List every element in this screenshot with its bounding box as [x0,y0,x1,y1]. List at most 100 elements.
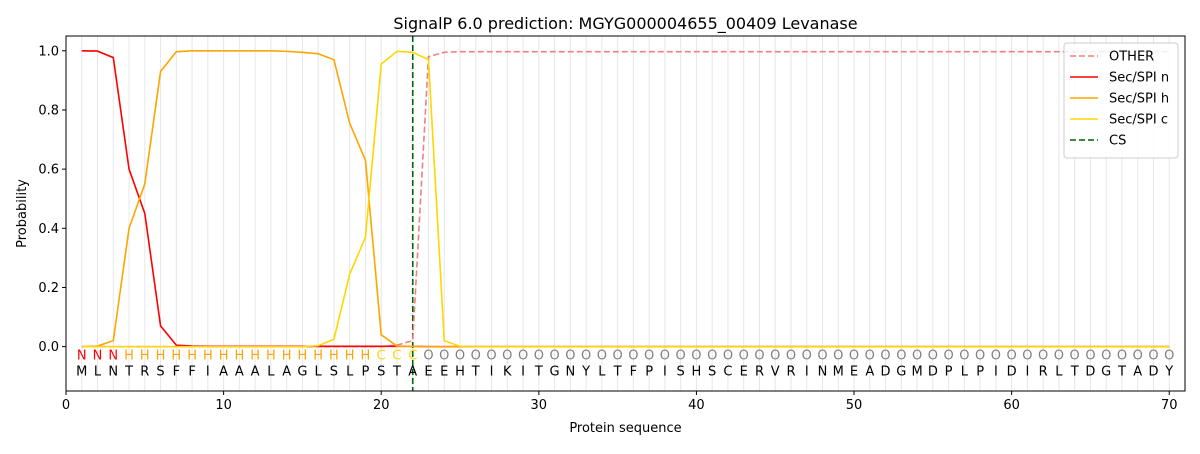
residue-label-63: L [1055,365,1063,380]
residue-label-57: L [961,365,969,380]
residue-label-65: D [1085,365,1095,380]
region-label-54: O [912,348,922,363]
region-label-6: H [156,348,166,363]
residue-label-2: L [94,365,102,380]
residue-label-55: D [928,365,938,380]
y-axis-label: Probability [15,179,30,248]
region-label-21: C [392,348,401,363]
residue-label-64: T [1070,365,1079,380]
region-label-19: H [361,348,371,363]
y-tick-label-0: 0.0 [38,340,59,355]
region-label-14: H [282,348,292,363]
residue-label-44: R [755,365,764,380]
x-tick-label-0: 0 [62,398,70,413]
residue-label-5: R [140,365,149,380]
region-label-62: O [1038,348,1048,363]
legend-label-other: OTHER [1109,50,1154,65]
region-label-15: H [298,348,308,363]
region-label-32: O [565,348,575,363]
region-label-39: O [676,348,686,363]
region-label-24: O [439,348,449,363]
grid-lines [81,36,1170,391]
legend-box [1063,42,1179,159]
region-label-60: O [1007,348,1017,363]
residue-label-52: D [881,365,891,380]
residue-label-43: E [740,365,748,380]
region-label-52: O [880,348,890,363]
residue-label-35: T [613,365,622,380]
region-label-45: O [770,348,780,363]
legend: OTHER Sec/SPI n Sec/SPI h Sec/SPI c CS [1063,42,1179,159]
region-label-13: H [266,348,276,363]
residue-label-9: I [206,365,210,380]
residue-label-41: S [708,365,716,380]
region-label-63: O [1054,348,1064,363]
region-label-55: O [928,348,938,363]
residue-label-18: L [346,365,354,380]
region-label-22: C [408,348,417,363]
region-label-40: O [691,348,701,363]
residue-label-3: N [108,365,118,380]
series-layer [81,49,1170,348]
region-label-1: N [77,348,87,363]
region-label-3: N [108,348,118,363]
residue-label-10: A [219,365,228,380]
x-tick-label-60: 60 [1003,398,1020,413]
residue-label-49: M [833,365,844,380]
x-tick-label-40: 40 [688,398,705,413]
region-label-27: O [486,348,496,363]
residue-label-34: L [598,365,606,380]
residue-label-21: T [392,365,401,380]
residue-label-53: G [896,365,906,380]
residue-label-6: S [156,365,164,380]
y-tick-label-4: 0.8 [38,103,59,118]
y-tick-label-1: 0.2 [38,281,59,296]
region-label-65: O [1085,348,1095,363]
residue-label-61: I [1025,365,1029,380]
residue-label-38: I [663,365,667,380]
residue-label-26: T [471,365,480,380]
residue-label-1: M [76,365,87,380]
residue-label-39: S [677,365,685,380]
series-line-sec-spi-n [81,49,1170,348]
region-label-10: H [219,348,229,363]
x-axis-ticks: 0 10 20 30 40 50 60 70 [62,391,1178,413]
residue-label-33: Y [581,365,590,380]
region-label-42: O [723,348,733,363]
residue-label-29: I [521,365,525,380]
residue-label-20: S [377,365,385,380]
residue-label-14: A [282,365,291,380]
residue-label-37: P [645,365,653,380]
residue-label-30: T [534,365,543,380]
residue-label-31: G [550,365,560,380]
residue-label-42: C [723,365,732,380]
residue-label-27: I [490,365,494,380]
region-label-44: O [754,348,764,363]
region-label-57: O [959,348,969,363]
region-label-43: O [739,348,749,363]
region-label-37: O [644,348,654,363]
region-label-68: O [1133,348,1143,363]
residue-label-60: D [1007,365,1017,380]
region-label-38: O [660,348,670,363]
region-label-47: O [802,348,812,363]
residue-label-70: Y [1164,365,1173,380]
residue-label-13: L [267,365,275,380]
residue-label-19: P [362,365,370,380]
residue-label-50: E [850,365,858,380]
series-line-other [81,50,1170,348]
residue-label-59: I [994,365,998,380]
residue-label-56: P [945,365,953,380]
region-label-18: H [345,348,355,363]
region-label-35: O [613,348,623,363]
residue-label-11: A [235,365,244,380]
residue-label-46: R [786,365,795,380]
y-tick-label-2: 0.4 [38,222,59,237]
residue-label-8: F [188,365,195,380]
region-label-12: H [250,348,260,363]
residue-label-12: A [251,365,260,380]
region-label-69: O [1148,348,1158,363]
region-label-17: H [329,348,339,363]
x-axis-label: Protein sequence [569,421,681,436]
residue-label-28: K [503,365,512,380]
